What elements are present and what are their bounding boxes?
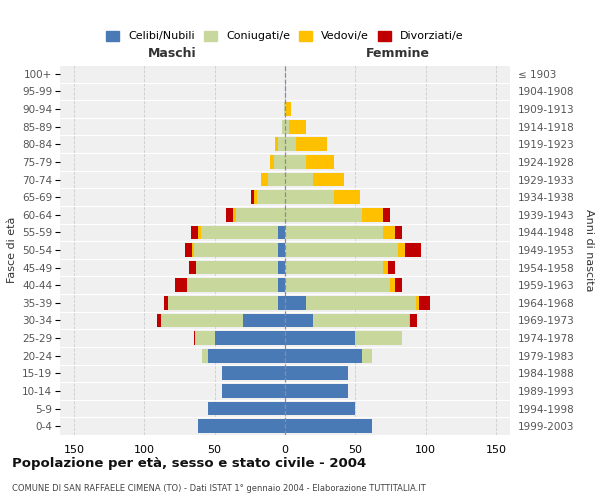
Y-axis label: Anni di nascita: Anni di nascita: [584, 209, 594, 291]
Bar: [391, 278, 395, 292]
Bar: [198, 420, 285, 433]
Bar: [313, 314, 409, 328]
Bar: [334, 190, 359, 204]
Bar: [285, 155, 306, 169]
Bar: [257, 190, 285, 204]
Bar: [285, 226, 383, 239]
Bar: [196, 260, 278, 274]
Bar: [383, 260, 388, 274]
Bar: [416, 296, 419, 310]
Bar: [285, 138, 296, 151]
Bar: [198, 226, 200, 239]
Bar: [285, 420, 372, 433]
Bar: [278, 243, 285, 257]
Bar: [254, 190, 257, 204]
Bar: [306, 296, 416, 310]
Bar: [194, 243, 278, 257]
Bar: [202, 349, 208, 362]
Bar: [296, 138, 327, 151]
Bar: [278, 296, 285, 310]
Bar: [192, 243, 194, 257]
Bar: [284, 102, 285, 116]
Text: Popolazione per età, sesso e stato civile - 2004: Popolazione per età, sesso e stato civil…: [12, 458, 366, 470]
Bar: [195, 331, 215, 345]
Text: COMUNE DI SAN RAFFAELE CIMENA (TO) - Dati ISTAT 1° gennaio 2004 - Elaborazione T: COMUNE DI SAN RAFFAELE CIMENA (TO) - Dat…: [12, 484, 426, 493]
Bar: [285, 190, 334, 204]
Bar: [313, 172, 344, 186]
Bar: [200, 226, 278, 239]
Bar: [388, 260, 395, 274]
Bar: [282, 120, 285, 134]
Bar: [286, 102, 290, 116]
Bar: [222, 366, 285, 380]
Bar: [278, 226, 285, 239]
Bar: [275, 138, 278, 151]
Bar: [362, 349, 372, 362]
Bar: [285, 84, 286, 98]
Bar: [285, 384, 348, 398]
Bar: [419, 296, 430, 310]
Bar: [285, 349, 362, 362]
Bar: [285, 243, 398, 257]
Bar: [226, 208, 233, 222]
Bar: [187, 278, 278, 292]
Bar: [395, 226, 402, 239]
Bar: [191, 226, 198, 239]
Bar: [261, 172, 268, 186]
Bar: [285, 314, 313, 328]
Text: Maschi: Maschi: [148, 46, 197, 60]
Bar: [285, 172, 313, 186]
Bar: [215, 331, 285, 345]
Bar: [161, 314, 243, 328]
Bar: [185, 243, 192, 257]
Bar: [243, 314, 285, 328]
Bar: [222, 384, 285, 398]
Bar: [157, 314, 161, 328]
Bar: [194, 331, 195, 345]
Bar: [285, 402, 355, 415]
Bar: [383, 226, 395, 239]
Bar: [398, 243, 404, 257]
Bar: [306, 155, 334, 169]
Bar: [190, 260, 196, 274]
Bar: [251, 190, 254, 204]
Bar: [285, 331, 355, 345]
Bar: [168, 296, 278, 310]
Bar: [285, 296, 306, 310]
Bar: [362, 208, 383, 222]
Bar: [278, 278, 285, 292]
Bar: [285, 366, 348, 380]
Bar: [409, 314, 410, 328]
Bar: [410, 314, 417, 328]
Bar: [278, 138, 285, 151]
Bar: [268, 172, 285, 186]
Bar: [355, 331, 402, 345]
Bar: [233, 208, 236, 222]
Bar: [383, 208, 391, 222]
Bar: [175, 278, 187, 292]
Bar: [285, 102, 286, 116]
Bar: [285, 278, 391, 292]
Bar: [285, 208, 362, 222]
Bar: [274, 155, 285, 169]
Bar: [285, 260, 383, 274]
Bar: [236, 208, 285, 222]
Text: Femmine: Femmine: [365, 46, 430, 60]
Bar: [404, 243, 421, 257]
Y-axis label: Fasce di età: Fasce di età: [7, 217, 17, 283]
Legend: Celibi/Nubili, Coniugati/e, Vedovi/e, Divorziati/e: Celibi/Nubili, Coniugati/e, Vedovi/e, Di…: [102, 26, 468, 46]
Bar: [289, 120, 306, 134]
Bar: [208, 402, 285, 415]
Bar: [285, 120, 289, 134]
Bar: [269, 155, 274, 169]
Bar: [164, 296, 168, 310]
Bar: [278, 260, 285, 274]
Bar: [395, 278, 402, 292]
Bar: [208, 349, 285, 362]
